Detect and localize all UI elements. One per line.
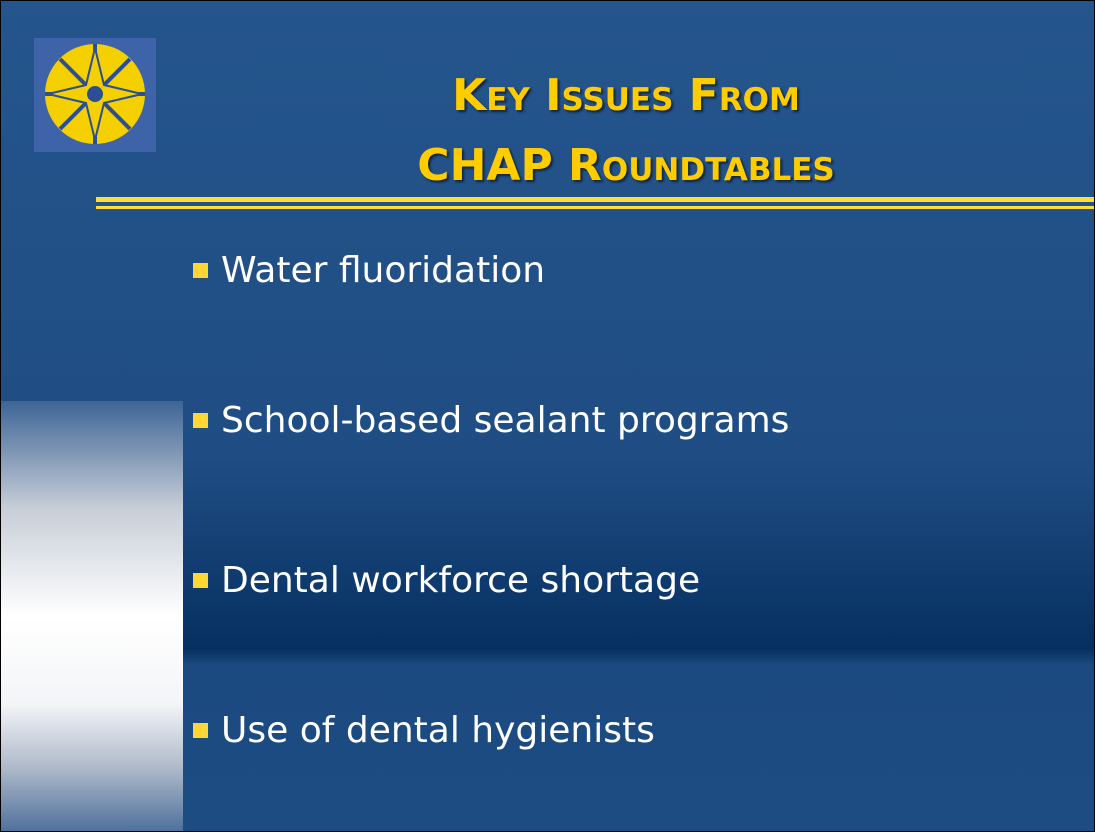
side-gradient — [1, 401, 183, 831]
bullet: Use of dental hygienists — [191, 709, 655, 753]
bullet: Water fluoridation — [191, 249, 545, 293]
title-line: CHAP Roundtables — [417, 140, 835, 191]
title-rule — [96, 197, 1094, 202]
title-line: Key Issues From — [452, 70, 800, 121]
bullet: School-based sealant programs — [191, 399, 789, 443]
bullet: Dental workforce shortage — [191, 559, 700, 603]
title-rule — [96, 206, 1094, 209]
title: Key Issues From CHAP Roundtables — [301, 61, 951, 201]
logo — [34, 38, 156, 152]
